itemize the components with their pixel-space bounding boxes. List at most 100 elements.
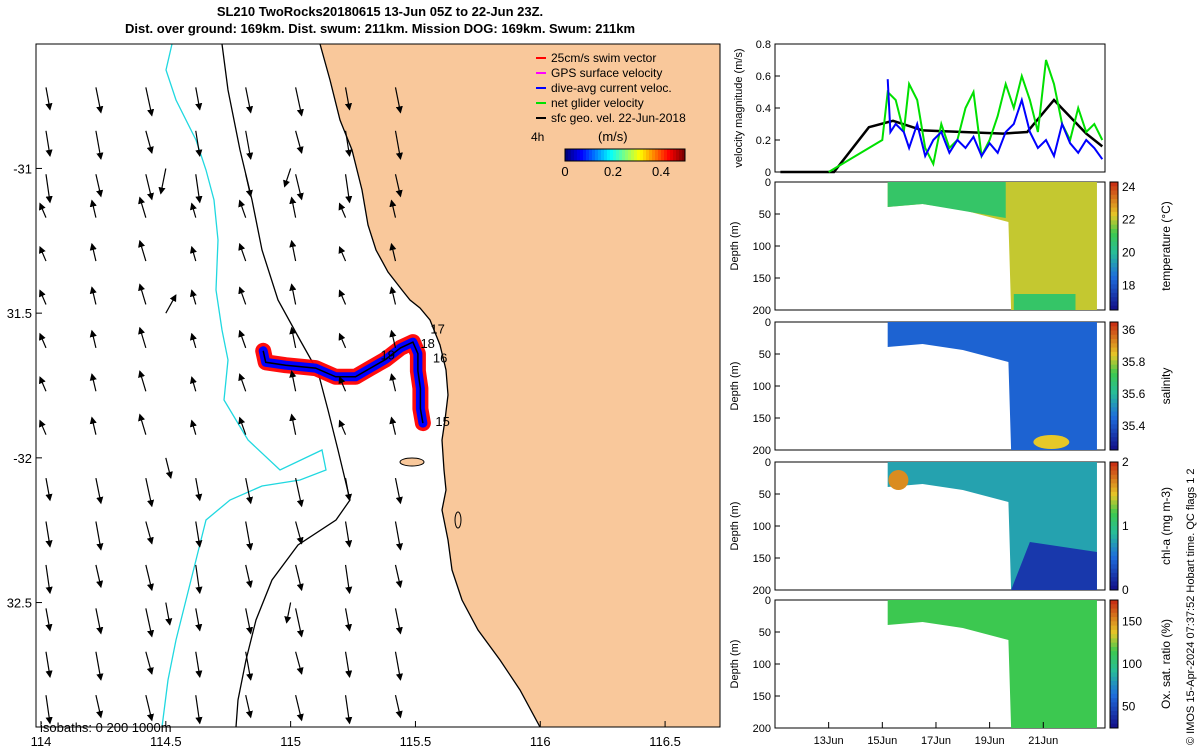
isobaths-label: isobaths: 0 200 1000m [40,720,172,735]
speed-colorbar-cell-34 [667,149,671,161]
flow-vector-47 [389,286,397,305]
oxygen-colorbar-cell-4 [1110,617,1118,622]
flow-vector-81 [95,521,104,551]
speed-colorbar-cell-25 [640,149,644,161]
speed-colorbar-cell-35 [670,149,674,161]
oxygen-colorbar-cell-5 [1110,621,1118,627]
map-xtick-label-2: 115 [280,734,301,749]
salinity-colorbar-cell-27 [1110,437,1118,442]
flow-vector-61 [289,370,297,392]
flow-vector-44 [238,286,247,305]
flow-vector-91 [195,564,203,595]
speed-colorbar-frame [564,148,686,162]
temperature-colorbar-cell-25 [1110,288,1118,294]
isobath-coast [319,44,541,727]
temperature-colorbar-cell-16 [1110,250,1118,256]
temperature-colorbar-cell-9 [1110,220,1118,226]
temperature-colorbar-cell-0 [1110,182,1118,187]
flow-vector-22 [344,174,353,204]
velocity-ylabel: velocity magnitude (m/s) [733,48,745,167]
speed-colorbar-cell-28 [649,149,653,161]
temperature-colorbar-label: temperature (°C) [1159,201,1173,291]
oxygen-colorbar-cell-10 [1110,642,1118,648]
temperature-colorbar-tick-0: 18 [1122,278,1136,292]
flow-vector-113 [95,695,104,719]
chla-colorbar-cell-14 [1110,521,1118,527]
temperature-colorbar-cell-11 [1110,228,1118,234]
salinity-ylabel: Depth (m) [729,362,741,411]
oxygen-ytick-label-2: 100 [753,659,771,671]
speed-colorbar-tick-2: 0.4 [652,164,670,179]
speed-colorbar-cell-20 [625,149,629,161]
flow-vector-118 [344,695,353,725]
flow-vector-6 [344,87,353,111]
chla-colorbar-cell-21 [1110,551,1118,557]
flow-vector-70 [338,419,347,435]
chla-colorbar-cell-0 [1110,462,1118,467]
map-frame [35,43,721,728]
track-label-1: 18 [420,336,434,351]
flow-vector-109 [295,651,304,675]
speed-colorbar-cell-23 [634,149,638,161]
speed-colorbar-cell-1 [568,149,572,161]
velocity-series-2 [886,79,1104,160]
flow-vector-56 [39,376,47,392]
chla-colorbar-label: chl-a (mg m-3) [1159,487,1173,565]
flow-vectors [39,87,403,725]
oxygen-ytick-label-0: 0 [765,595,771,607]
flow-vector-51 [189,332,197,349]
map-xtick-label-0: 114 [31,734,52,749]
legend-label-4: sfc geo. vel. 22-Jun-2018 [551,111,686,125]
flow-vector-21 [295,174,304,201]
track-label-2: 16 [433,350,447,365]
flow-vector-115 [195,695,203,725]
flow-vector-10 [145,130,154,154]
flow-vector-82 [145,521,154,545]
flow-vector-18 [145,174,154,201]
flow-vector-14 [344,130,353,158]
oxygen-colorbar-cell-13 [1110,655,1118,661]
speed-colorbar-cell-17 [616,149,620,161]
temperature-colorbar-cell-13 [1110,237,1118,243]
chla-colorbar-cell-16 [1110,530,1118,536]
flow-vector-12 [245,130,254,161]
chla-colorbar-frame [1109,461,1119,591]
oxygen-colorbar-tick-0: 50 [1122,700,1136,714]
time-xtick-label-2: 17Jun [921,735,951,747]
map-x-axis: 114 114.5 115 115.5 116 116.5 [31,721,681,749]
salinity-colorbar-cell-20 [1110,407,1118,413]
map-ytick-label-1: 31.5 [7,306,32,321]
flow-vector-26 [138,196,147,218]
oxygen-colorbar-label: Ox. sat. ratio (%) [1159,619,1173,709]
salinity-ytick-label-4: 200 [753,445,771,457]
flow-vector-106 [145,651,154,675]
flow-vector-46 [338,289,347,305]
flow-vector-49 [89,329,97,349]
chla-ytick-label-2: 100 [753,521,771,533]
salinity-colorbar-cell-26 [1110,432,1118,438]
speed-colorbar-cell-12 [601,149,605,161]
salinity-colorbar-cell-2 [1110,330,1118,336]
track-label-3: 19 [380,347,394,362]
flow-vector-1 [95,87,104,114]
oxygen-colorbar-cell-9 [1110,638,1118,644]
glider-track [262,341,424,424]
chla-colorbar-cell-4 [1110,479,1118,484]
oxygen-ytick-label-4: 200 [753,723,771,735]
temperature-colorbar-cell-3 [1110,194,1118,200]
flow-vector-52 [238,329,247,349]
flow-vector-29 [289,196,297,218]
oxygen-colorbar-cell-20 [1110,685,1118,691]
salinity-colorbar-cell-9 [1110,360,1118,366]
temperature-colorbar-cell-14 [1110,241,1118,247]
salinity-colorbar-cell-8 [1110,356,1118,361]
legend-label-1: GPS surface velocity [551,66,662,80]
map-xtick-label-3: 115.5 [400,734,432,749]
flow-vector-73 [95,477,104,505]
flow-vector-8 [45,130,53,158]
chla-ylabel: Depth (m) [729,502,741,551]
speed-colorbar-cell-19 [622,149,626,161]
speed-colorbar-cell-31 [658,149,662,161]
temperature-colorbar-tick-1: 20 [1122,246,1136,260]
